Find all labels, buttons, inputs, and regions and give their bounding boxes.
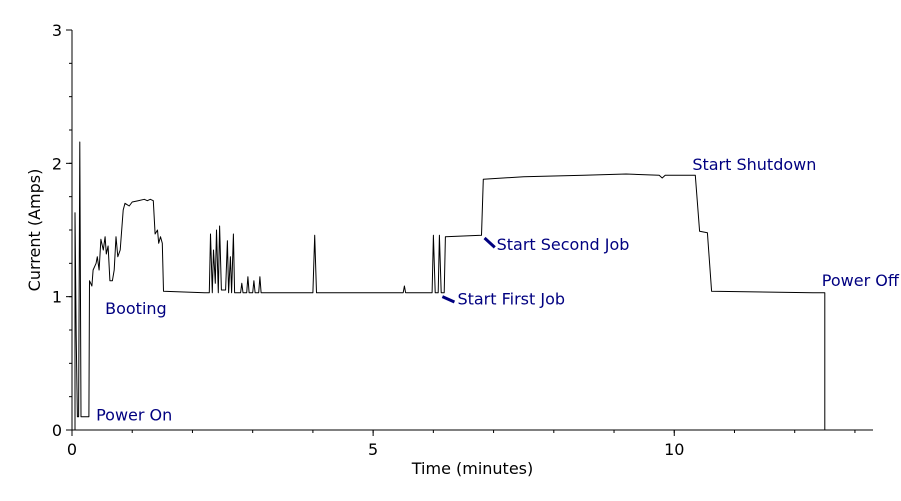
- annotation-label: Start First Job: [457, 290, 565, 309]
- pointer-layer: [441, 236, 496, 304]
- annotation-label: Start Shutdown: [692, 155, 816, 174]
- annotation-label: Power Off: [822, 271, 900, 290]
- annotation-label: Booting: [105, 299, 167, 318]
- annotation-label: Power On: [96, 406, 172, 425]
- annotation-label: Start Second Job: [497, 235, 630, 254]
- annotation-pointer: [441, 295, 456, 304]
- y-tick-label: 1: [52, 288, 62, 307]
- annotation-layer: Power On Booting Start First Job Start Seco…: [96, 155, 900, 425]
- series-layer: [72, 141, 826, 431]
- series-line: [72, 141, 826, 431]
- y-tick-label: 0: [52, 421, 62, 440]
- annotation-pointer: [483, 236, 496, 249]
- axes: [71, 30, 873, 431]
- y-axis-label: Current (Amps): [25, 169, 44, 292]
- x-axis-label: Time (minutes): [411, 459, 534, 478]
- x-tick-label: 10: [664, 440, 684, 459]
- x-tick-label: 5: [368, 440, 378, 459]
- y-tick-label: 2: [52, 154, 62, 173]
- y-tick-label: 3: [52, 21, 62, 40]
- ticks: 0 1 2 3 0 5 10: [52, 21, 856, 459]
- x-tick-label: 0: [67, 440, 77, 459]
